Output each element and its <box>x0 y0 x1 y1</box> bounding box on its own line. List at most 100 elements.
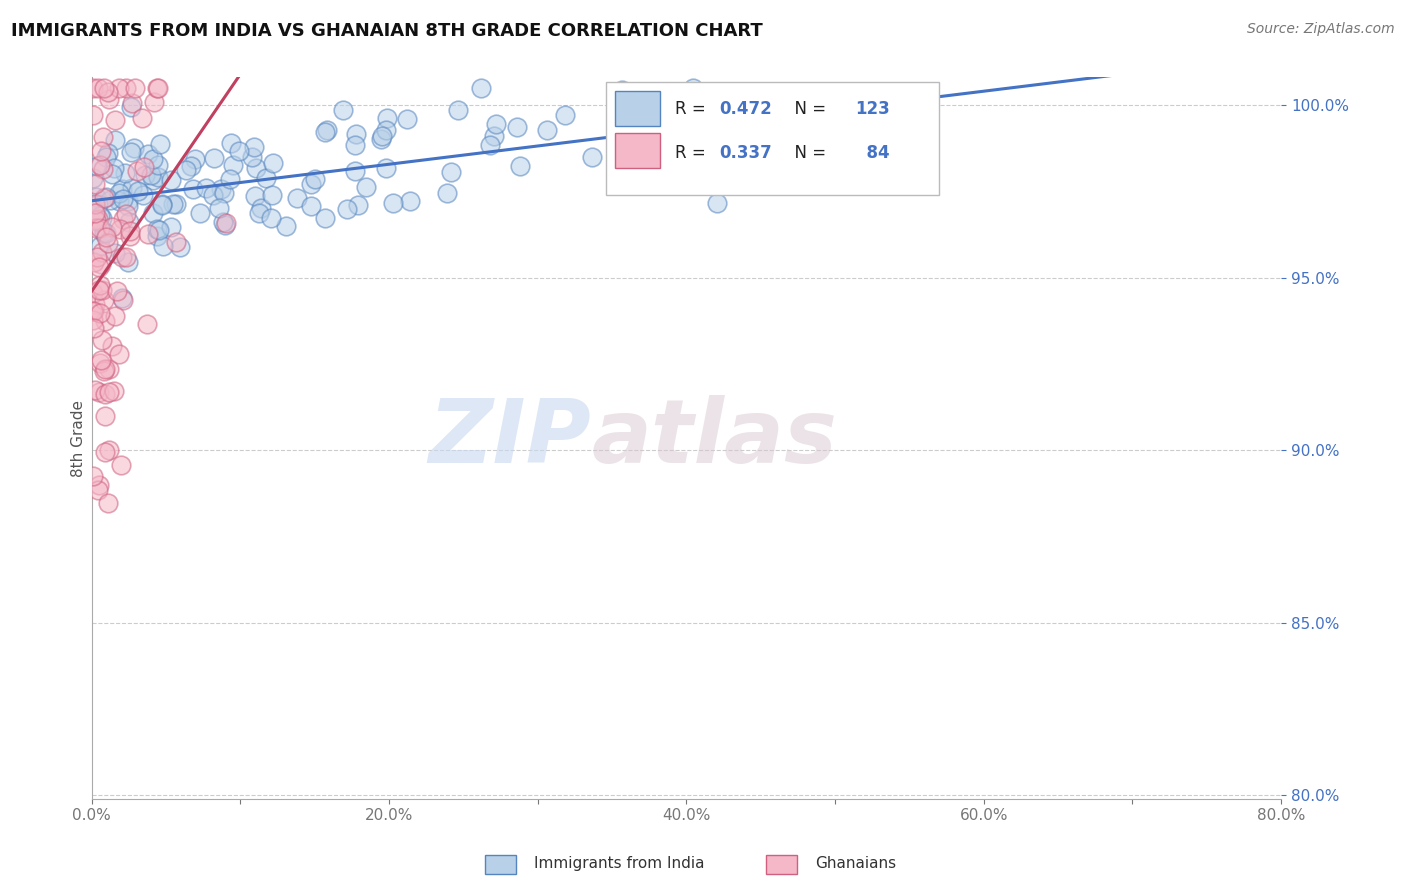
Point <box>114 165 136 179</box>
Point <box>103 161 125 175</box>
Point <box>211 215 233 229</box>
Point <box>93 80 115 95</box>
Point <box>145 222 167 236</box>
Point <box>505 120 527 135</box>
Point <box>96 229 118 244</box>
Point <box>84 196 107 211</box>
Point <box>370 132 392 146</box>
Point <box>87 211 110 226</box>
FancyBboxPatch shape <box>614 91 661 126</box>
Point <box>254 171 277 186</box>
Point <box>160 172 183 186</box>
Point <box>94 314 117 328</box>
Point <box>249 202 271 216</box>
Point <box>86 213 108 227</box>
Point <box>108 186 131 201</box>
Point <box>136 147 159 161</box>
Point <box>87 196 110 211</box>
Point <box>103 384 125 398</box>
Point <box>136 227 159 241</box>
Point <box>148 223 170 237</box>
Point <box>612 83 634 97</box>
Point <box>134 168 156 182</box>
Point <box>287 191 309 205</box>
Point <box>152 239 174 253</box>
Point <box>470 80 492 95</box>
Point <box>159 219 181 234</box>
Point <box>94 190 117 204</box>
Point <box>343 164 366 178</box>
Point <box>121 95 143 110</box>
Text: IMMIGRANTS FROM INDIA VS GHANAIAN 8TH GRADE CORRELATION CHART: IMMIGRANTS FROM INDIA VS GHANAIAN 8TH GR… <box>11 22 763 40</box>
Point <box>83 304 105 318</box>
Point <box>100 338 122 352</box>
Point <box>117 199 139 213</box>
Point <box>150 196 173 211</box>
Point <box>89 356 111 370</box>
Point <box>221 136 243 151</box>
Point <box>146 80 169 95</box>
Point <box>143 95 166 109</box>
Point <box>301 177 323 191</box>
Point <box>214 218 236 232</box>
Point <box>87 283 110 297</box>
Point <box>94 150 117 164</box>
Point <box>94 361 117 376</box>
Point <box>703 136 725 151</box>
Text: N =: N = <box>785 145 831 162</box>
Point <box>314 125 336 139</box>
Text: R =: R = <box>675 145 710 162</box>
Point <box>214 216 236 230</box>
Point <box>554 108 576 122</box>
Point <box>86 250 108 264</box>
Point <box>240 150 263 164</box>
Point <box>101 167 124 181</box>
Point <box>436 186 458 201</box>
Point <box>174 163 197 178</box>
Point <box>447 103 470 117</box>
Point <box>82 80 104 95</box>
FancyBboxPatch shape <box>614 133 661 168</box>
Point <box>110 458 132 472</box>
Point <box>262 188 284 202</box>
Point <box>382 196 405 211</box>
Point <box>395 112 418 127</box>
Point <box>117 254 139 268</box>
Point <box>228 145 250 159</box>
Point <box>202 151 225 165</box>
Point <box>124 141 146 155</box>
Point <box>93 293 115 308</box>
Point <box>82 285 104 300</box>
Point <box>219 171 242 186</box>
Point <box>180 159 202 173</box>
Point <box>112 211 135 226</box>
Point <box>142 206 165 220</box>
Point <box>89 384 111 399</box>
Text: Immigrants from India: Immigrants from India <box>534 856 704 871</box>
Point <box>91 245 114 260</box>
Point <box>146 80 169 95</box>
Point <box>84 189 107 203</box>
Point <box>120 145 142 159</box>
Point <box>245 161 267 176</box>
Point <box>162 197 184 211</box>
Point <box>148 158 170 172</box>
Point <box>111 181 134 195</box>
Point <box>485 117 508 131</box>
Point <box>262 156 284 170</box>
Point <box>212 186 235 201</box>
Text: 0.337: 0.337 <box>720 145 772 162</box>
Point <box>347 198 370 212</box>
Text: ZIP: ZIP <box>429 394 592 482</box>
Point <box>336 202 359 216</box>
Point <box>89 158 111 172</box>
Point <box>243 140 266 154</box>
Point <box>581 150 603 164</box>
Point <box>82 108 104 122</box>
Point <box>131 112 153 126</box>
Point <box>706 195 728 210</box>
Point <box>117 194 139 208</box>
Point <box>89 306 111 320</box>
Point <box>104 133 127 147</box>
Text: R =: R = <box>675 100 710 118</box>
